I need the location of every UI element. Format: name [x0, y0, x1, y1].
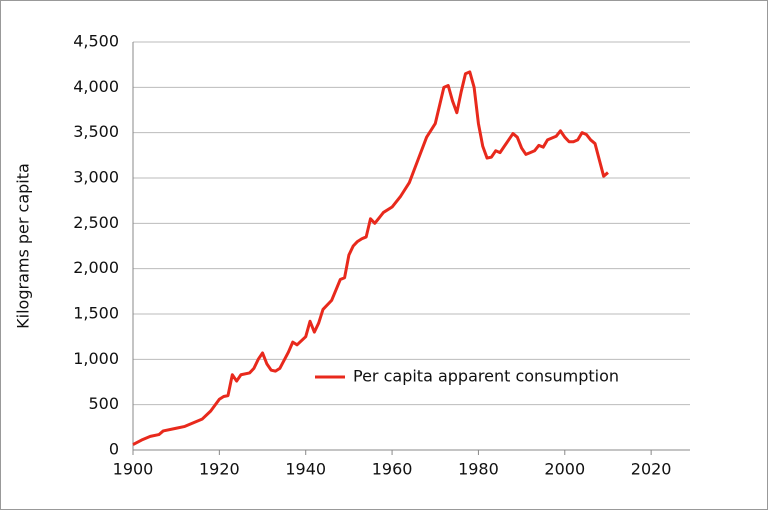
legend-label: Per capita apparent consumption [353, 367, 619, 386]
x-tick-label: 2020 [631, 460, 672, 479]
y-tick-label: 3,000 [73, 168, 119, 187]
y-tick-label: 1,000 [73, 349, 119, 368]
x-tick-label: 1980 [458, 460, 499, 479]
x-tick-label: 2000 [544, 460, 585, 479]
y-tick-label: 4,000 [73, 77, 119, 96]
y-tick-label: 4,500 [73, 32, 119, 51]
x-tick-label: 1960 [372, 460, 413, 479]
y-axis-label: Kilograms per capita [14, 163, 33, 329]
x-tick-label: 1900 [113, 460, 154, 479]
y-tick-label: 1,500 [73, 304, 119, 323]
y-tick-label: 3,500 [73, 122, 119, 141]
data-line [132, 70, 609, 446]
x-tick-label: 1920 [199, 460, 240, 479]
y-tick-label: 0 [109, 440, 119, 459]
y-tick-label: 2,500 [73, 213, 119, 232]
x-tick-label: 1940 [285, 460, 326, 479]
y-tick-label: 2,000 [73, 258, 119, 277]
y-tick-label: 500 [88, 394, 119, 413]
